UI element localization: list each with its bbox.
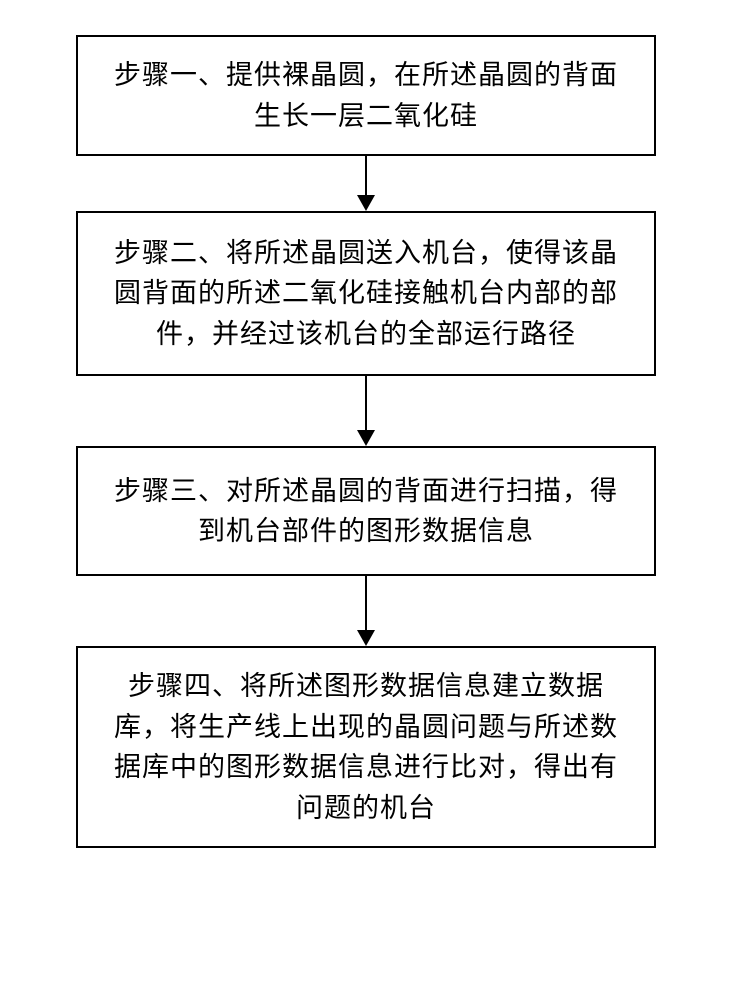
step-1-text: 步骤一、提供裸晶圆，在所述晶圆的背面生长一层二氧化硅 [108,55,624,136]
flowchart-step-4: 步骤四、将所述图形数据信息建立数据库，将生产线上出现的晶圆问题与所述数据库中的图… [76,646,656,848]
flowchart-step-1: 步骤一、提供裸晶圆，在所述晶圆的背面生长一层二氧化硅 [76,35,656,156]
arrow-3-to-4 [357,576,375,646]
arrow-head-icon [357,430,375,446]
arrow-line [365,376,367,430]
arrow-1-to-2 [357,156,375,211]
flowchart-step-2: 步骤二、将所述晶圆送入机台，使得该晶圆背面的所述二氧化硅接触机台内部的部件，并经… [76,211,656,376]
arrow-head-icon [357,630,375,646]
arrow-head-icon [357,195,375,211]
arrow-line [365,156,367,195]
arrow-line [365,576,367,630]
step-3-text: 步骤三、对所述晶圆的背面进行扫描，得到机台部件的图形数据信息 [108,471,624,552]
arrow-2-to-3 [357,376,375,446]
step-4-text: 步骤四、将所述图形数据信息建立数据库，将生产线上出现的晶圆问题与所述数据库中的图… [108,666,624,828]
flowchart-step-3: 步骤三、对所述晶圆的背面进行扫描，得到机台部件的图形数据信息 [76,446,656,576]
step-2-text: 步骤二、将所述晶圆送入机台，使得该晶圆背面的所述二氧化硅接触机台内部的部件，并经… [108,233,624,355]
